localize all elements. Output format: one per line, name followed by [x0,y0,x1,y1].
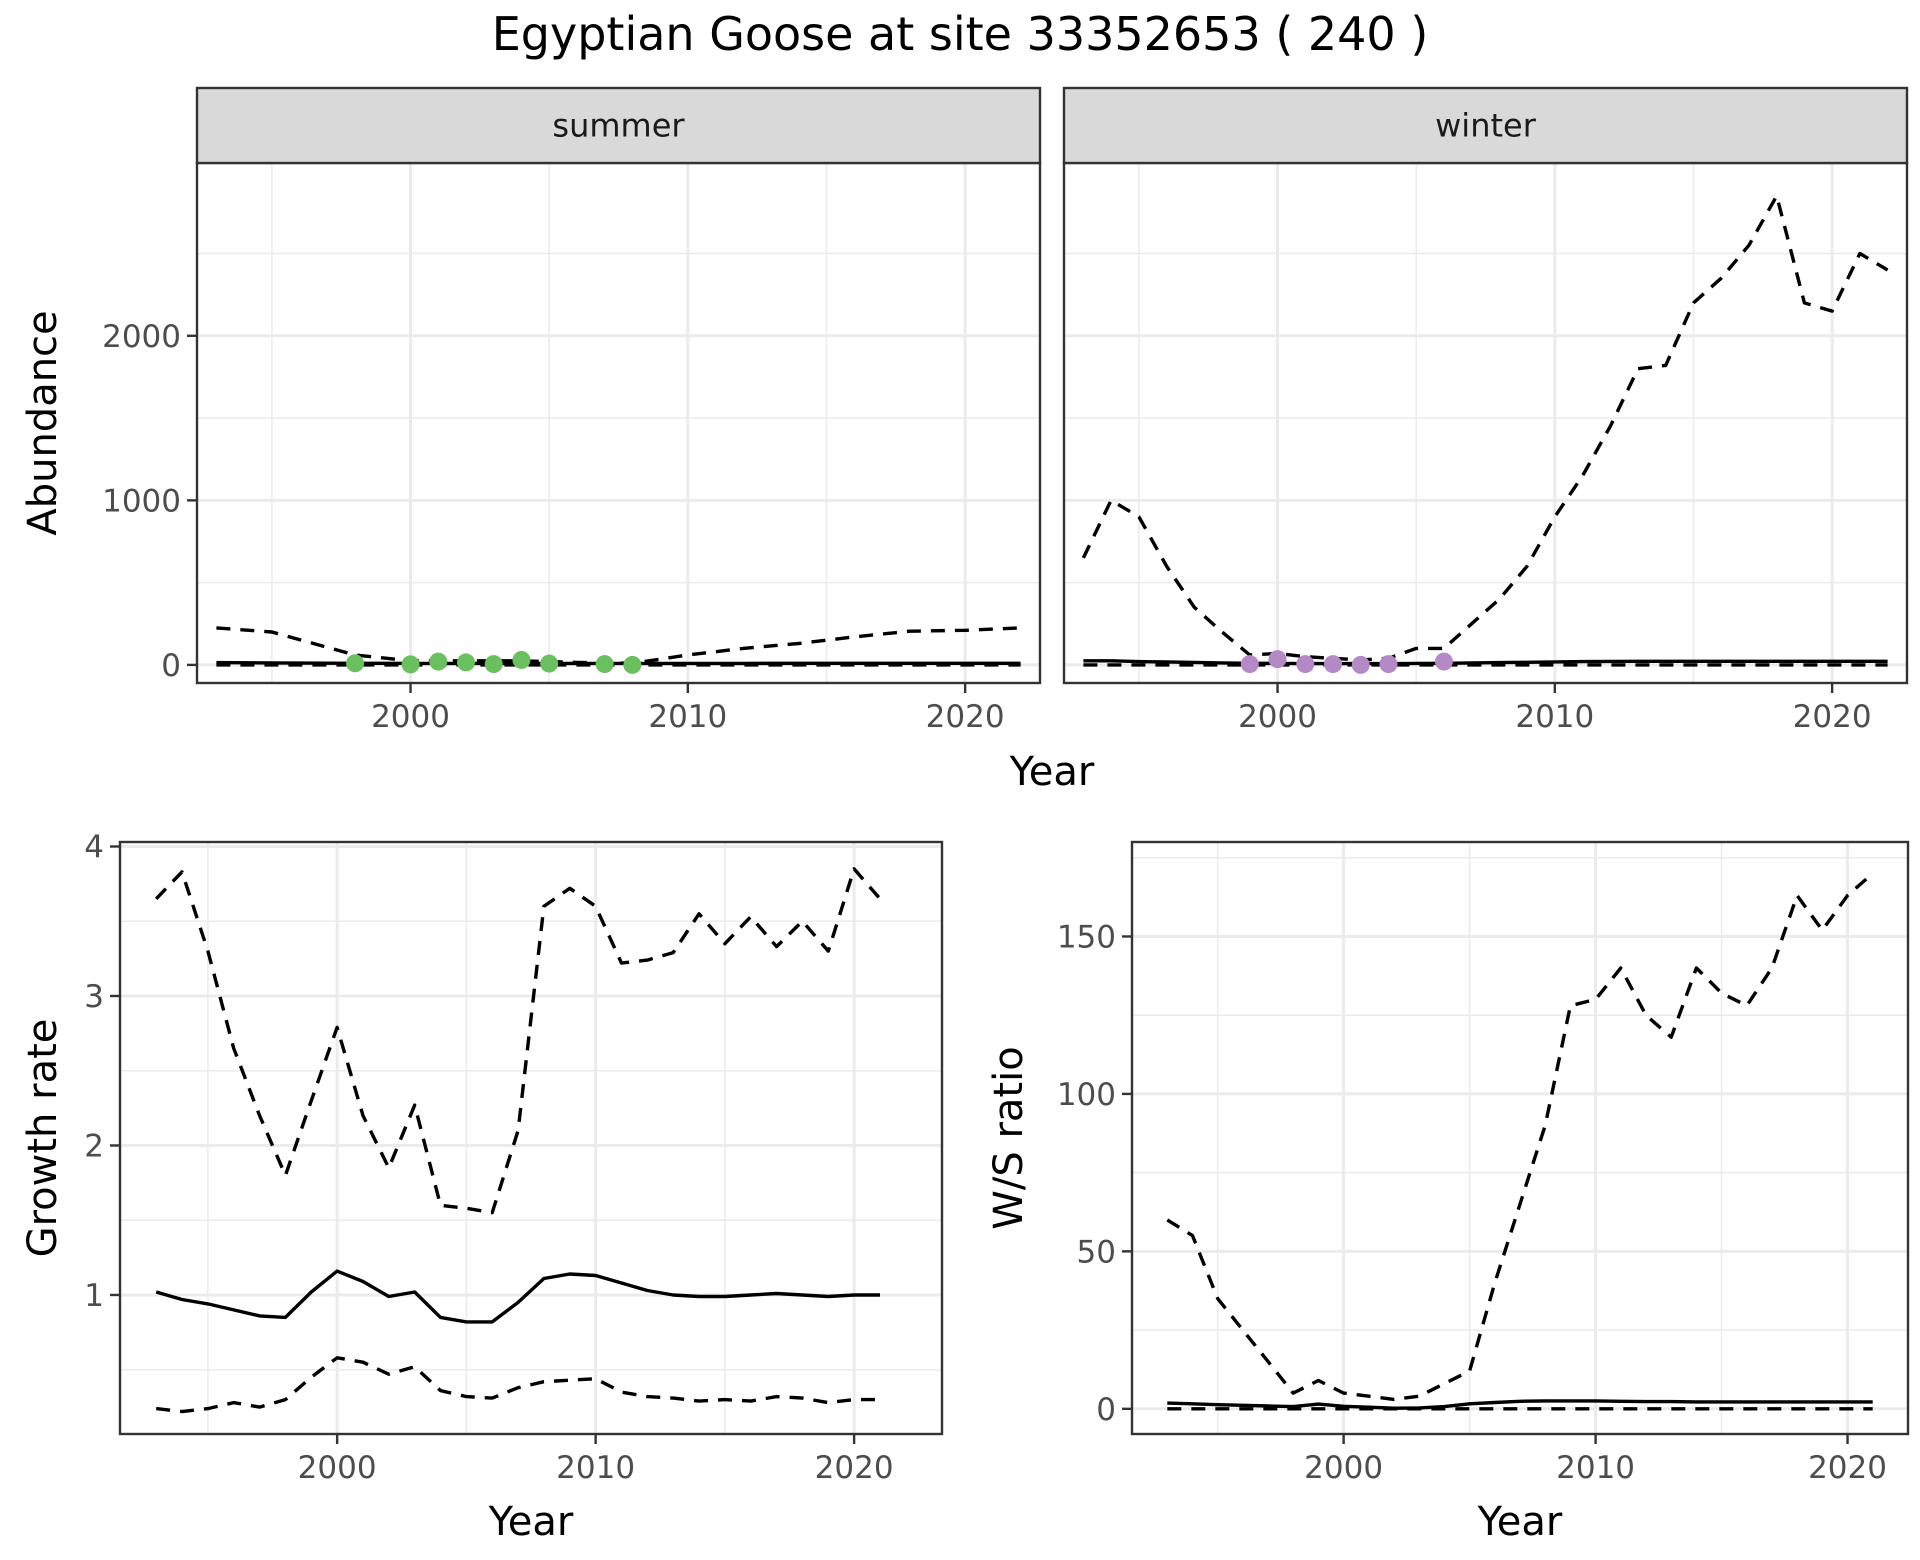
summer-strip [195,86,1042,165]
growth-x-tick-label: 2010 [556,1450,635,1486]
ws_ratio-x-axis-title: Year [1477,1499,1563,1545]
summer-data-point [595,655,614,674]
growth-y-axis-title: Growth rate [20,1019,66,1258]
summer-data-point [484,655,503,674]
winter-data-point [1268,650,1287,669]
summer-data-point [346,654,365,673]
winter-data-point [1434,652,1453,671]
summer-x-tick-label: 2010 [648,699,727,735]
summer-data-point [456,653,475,672]
winter-data-point [1296,655,1315,674]
winter-x-tick-label: 2000 [1238,699,1317,735]
summer-data-point [540,654,559,673]
growth-series-estimate [155,1269,880,1324]
growth-x-tick-label: 2020 [815,1450,894,1486]
summer-y-tick-label: 1000 [102,483,181,519]
ws_ratio-x-tick-label: 2010 [1556,1450,1635,1486]
summer-data-point [623,655,642,674]
chart-title: Egyptian Goose at site 33352653 ( 240 ) [492,7,1429,61]
ws_ratio-y-tick-label: 100 [1057,1077,1116,1113]
growth-y-tick-label: 3 [84,979,104,1015]
ws_ratio-x-tick-label: 2000 [1304,1450,1383,1486]
growth-series-upper [154,867,882,1215]
winter-strip-label: winter [1435,107,1537,145]
winter-plot-area [1064,163,1907,683]
summer-x-tick-label: 2000 [371,699,450,735]
growth-y-tick-label: 2 [84,1128,104,1164]
ws_ratio-series-upper [1166,872,1874,1402]
summer-y-tick-label: 0 [161,648,181,684]
growth-x-axis-title: Year [488,1499,574,1545]
panel-growth: 2000 2010 2020 1 2 3 4 Growth rate Year [20,829,944,1545]
top-row-x-axis-title: Year [1009,749,1095,795]
ws_ratio-y-tick-label: 150 [1057,919,1116,955]
ws_ratio-y-tick-label: 0 [1096,1392,1116,1428]
growth-plot-area [120,842,942,1434]
summer-data-point [429,652,448,671]
growth-panel-border [118,840,944,1436]
ws_ratio-series-estimate [1167,1399,1873,1410]
summer-y-tick-label: 2000 [102,319,181,355]
panel-summer: summer 2000 2010 2020 0 1000 2000 Abundance [20,86,1042,735]
summer-y-axis-title: Abundance [20,310,66,535]
ws_ratio-y-axis-title: W/S ratio [986,1046,1032,1229]
panel-winter: winter 2000 2010 2020 [1062,86,1909,735]
growth-y-tick-label: 4 [84,829,104,865]
summer-data-point [401,655,420,674]
growth-y-tick-label: 1 [84,1278,104,1314]
ws_ratio-y-tick-label: 50 [1077,1234,1116,1270]
winter-x-tick-label: 2010 [1515,699,1594,735]
ws_ratio-x-tick-label: 2020 [1808,1450,1887,1486]
winter-data-point [1351,655,1370,674]
growth-series-lower [156,1356,880,1414]
ws_ratio-panel-border [1130,840,1910,1436]
winter-series-estimate [1083,659,1888,666]
summer-data-point [512,650,531,669]
summer-x-tick-label: 2020 [926,699,1005,735]
growth-x-tick-label: 2000 [298,1450,377,1486]
summer-plot-area [197,163,1040,683]
winter-x-tick-label: 2020 [1793,699,1872,735]
winter-strip [1062,86,1909,165]
summer-strip-label: summer [552,107,685,145]
ws_ratio-plot-area [1132,842,1908,1434]
winter-data-point [1323,655,1342,674]
winter-data-point [1379,655,1398,674]
winter-data-point [1240,655,1259,674]
panel-ws_ratio: 2000 2010 2020 0 50 100 150 W/S ratio Year [986,840,1910,1545]
